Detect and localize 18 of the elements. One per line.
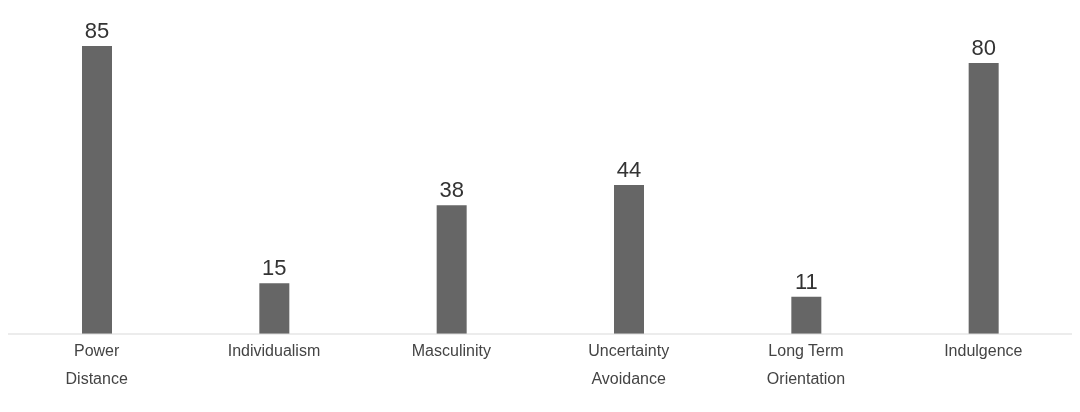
x-tick-label: Power Distance (65, 342, 128, 387)
data-label: 80 (971, 34, 996, 60)
bar (968, 62, 999, 334)
data-label: 38 (439, 177, 464, 203)
x-tick-label: Uncertainty Avoidance (588, 342, 670, 387)
bar (791, 296, 822, 334)
data-label: 85 (84, 18, 110, 43)
x-tick-label: Indulgence (944, 342, 1023, 359)
data-label: 15 (262, 255, 287, 281)
x-tick-label: Individualism (227, 342, 321, 359)
bar (436, 205, 467, 334)
x-tick-label: Masculinity (411, 342, 491, 359)
data-label: 11 (794, 268, 818, 294)
x-tick-label: Long Term Orientation (766, 342, 846, 387)
bar (614, 184, 644, 334)
bar (82, 46, 112, 334)
bar (259, 283, 290, 334)
data-label: 44 (616, 156, 642, 182)
